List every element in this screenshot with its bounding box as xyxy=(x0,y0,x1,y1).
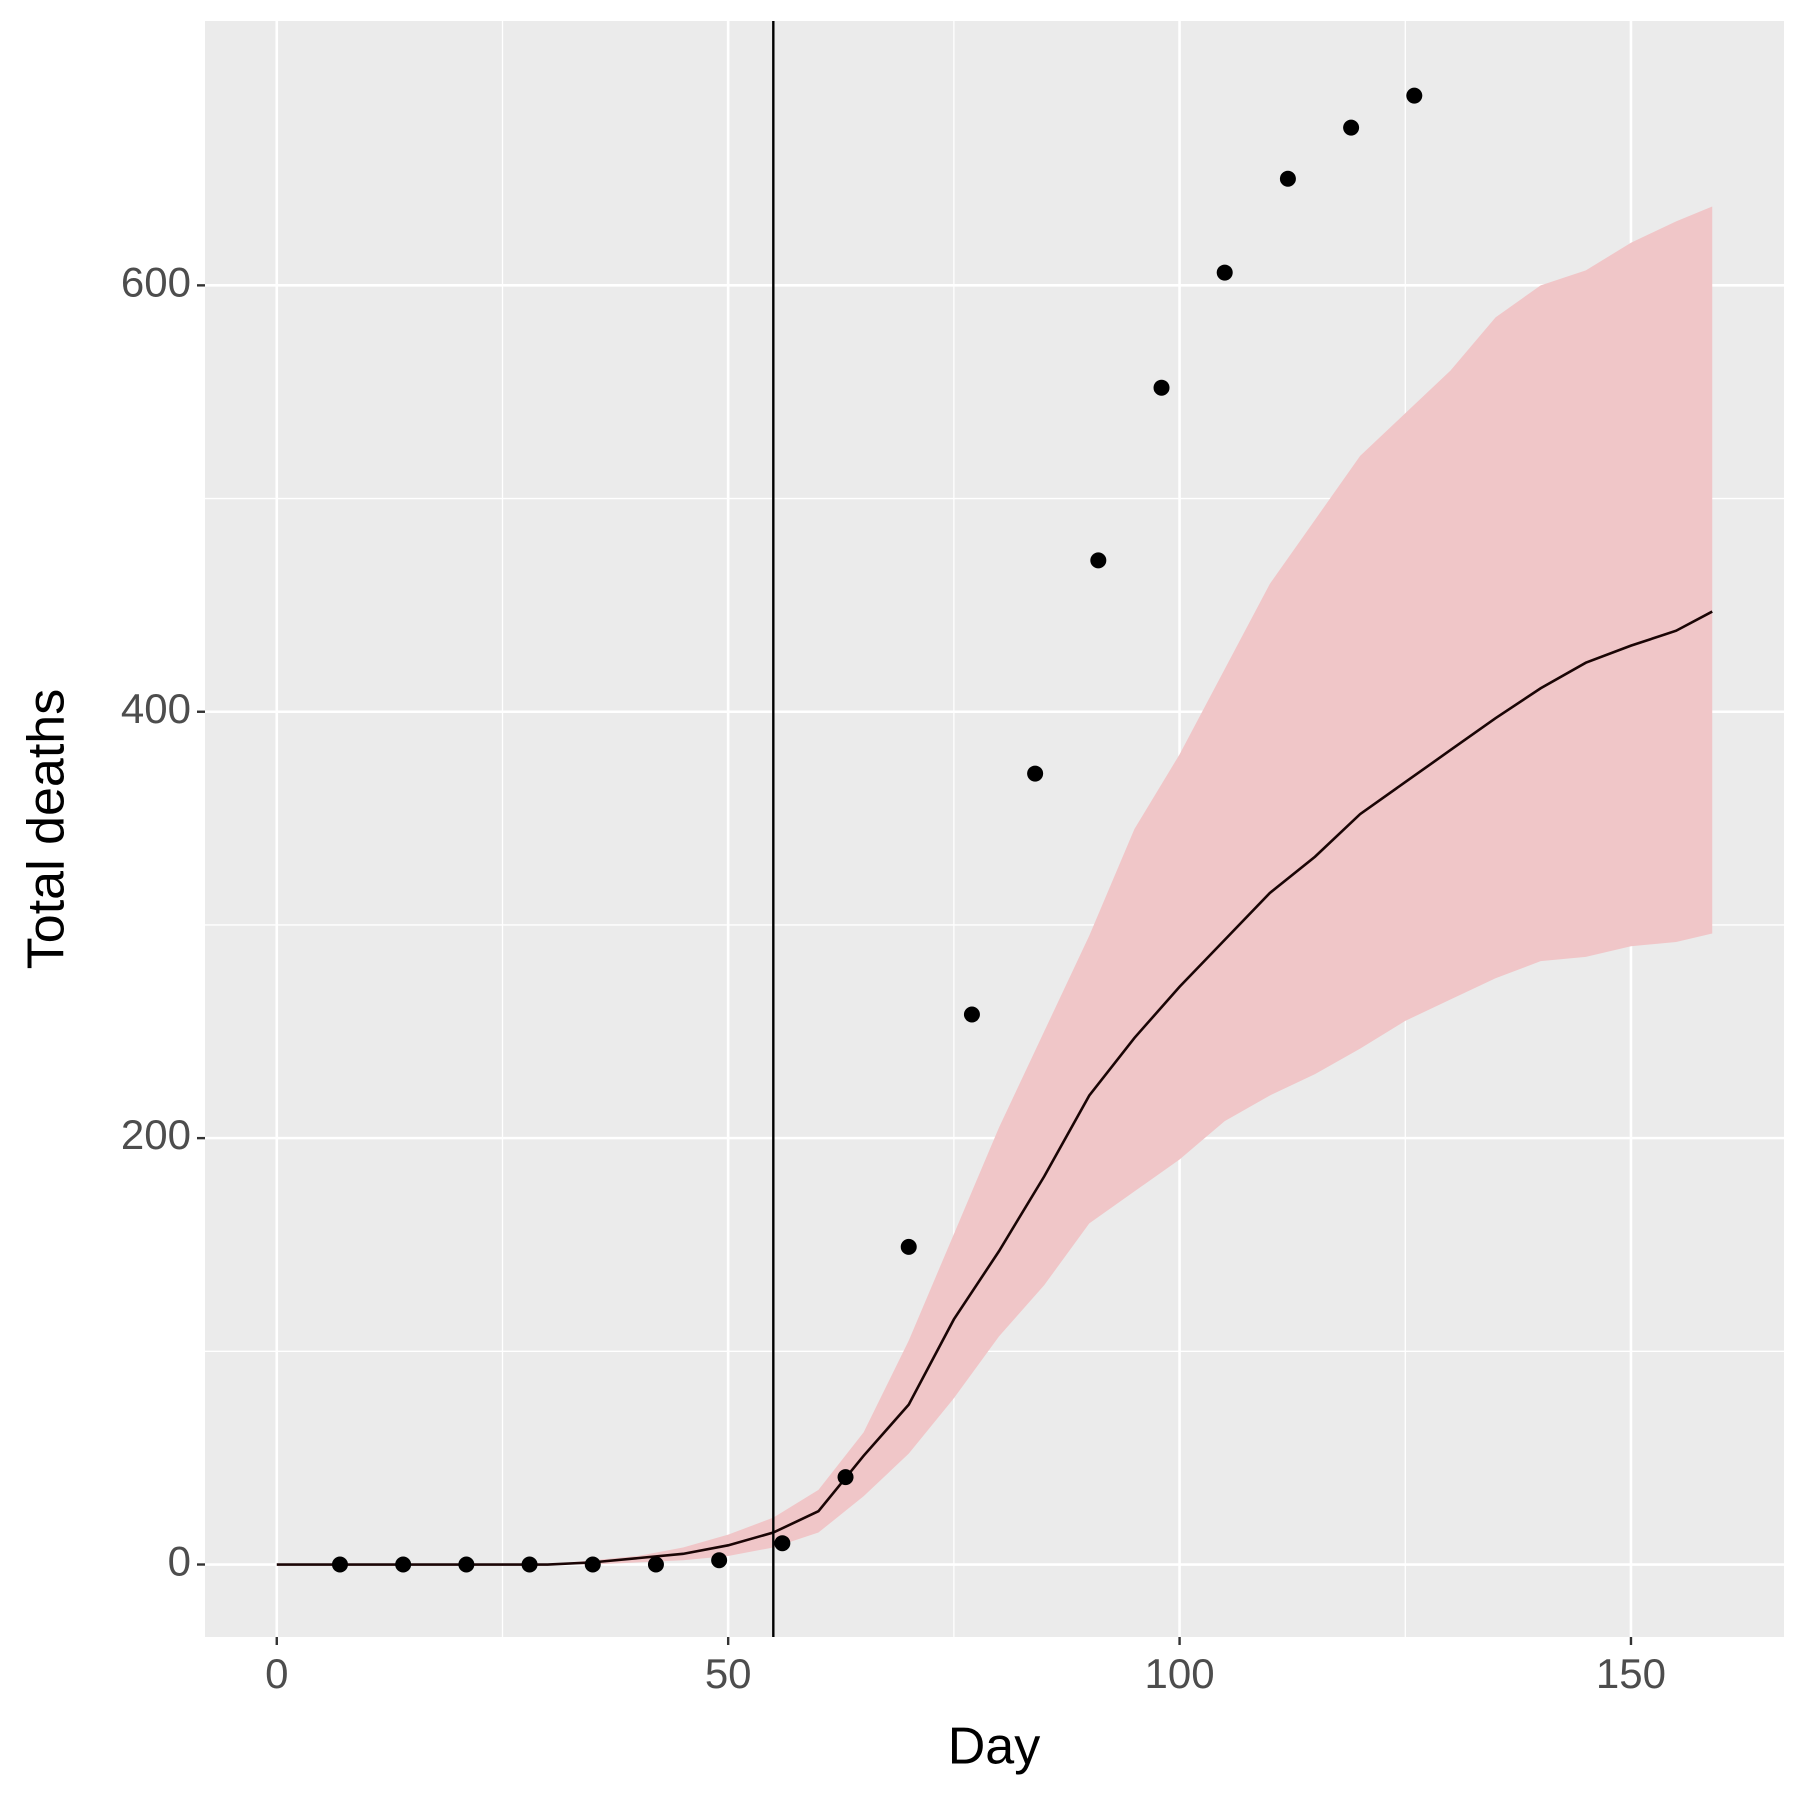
data-point xyxy=(395,1556,412,1573)
y-axis-title: Total deaths xyxy=(18,689,76,969)
y-tick-label: 600 xyxy=(121,258,191,305)
data-point xyxy=(1216,264,1233,281)
data-point xyxy=(900,1238,917,1255)
y-tick-label: 400 xyxy=(121,685,191,732)
data-point xyxy=(1343,119,1360,136)
data-point xyxy=(1153,379,1170,396)
y-tick-label: 200 xyxy=(121,1111,191,1158)
data-point xyxy=(647,1556,664,1573)
data-point xyxy=(1406,87,1423,104)
data-point xyxy=(1027,765,1044,782)
data-point xyxy=(331,1556,348,1573)
data-point xyxy=(837,1469,854,1486)
data-point xyxy=(1279,170,1296,187)
data-point xyxy=(963,1006,980,1023)
x-tick-label: 50 xyxy=(705,1650,752,1697)
x-tick-label: 0 xyxy=(265,1650,288,1697)
data-point xyxy=(458,1556,475,1573)
x-axis-title: Day xyxy=(948,1718,1040,1776)
data-point xyxy=(711,1552,728,1569)
y-tick-label: 0 xyxy=(168,1538,191,1585)
data-point xyxy=(1090,552,1107,569)
data-point xyxy=(584,1556,601,1573)
median-line xyxy=(276,610,1713,1566)
data-point xyxy=(521,1556,538,1573)
confidence-band xyxy=(276,206,1713,1565)
x-tick-label: 150 xyxy=(1596,1650,1666,1697)
data-point xyxy=(774,1535,791,1552)
x-tick-label: 100 xyxy=(1145,1650,1215,1697)
